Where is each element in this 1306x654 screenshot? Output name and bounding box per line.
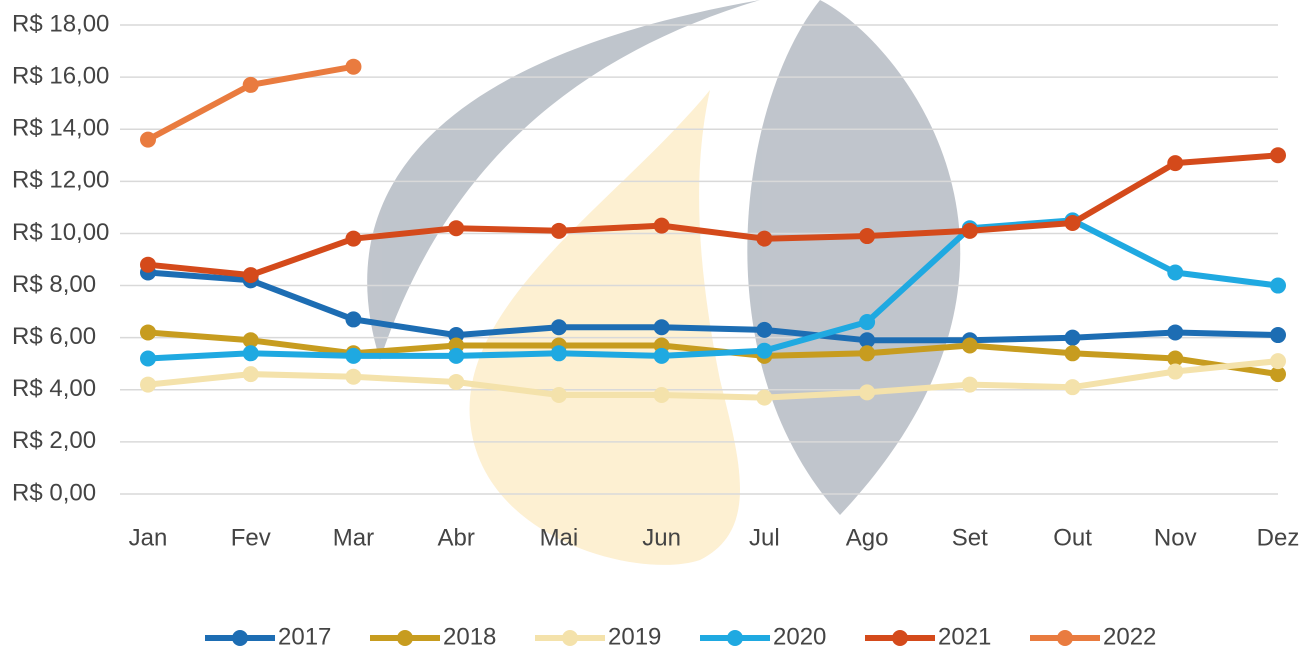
data-point — [961, 222, 978, 239]
legend-marker — [892, 630, 908, 646]
data-point — [242, 332, 259, 349]
y-tick-label: R$ 14,00 — [12, 115, 109, 142]
watermark — [367, 0, 961, 565]
series-line — [147, 358, 1279, 401]
x-tick-label: Jun — [642, 524, 681, 551]
x-tick-label: Mar — [333, 524, 374, 551]
data-point — [242, 267, 259, 284]
x-tick-label: Jul — [749, 524, 780, 551]
data-point — [140, 256, 156, 273]
data-point — [242, 366, 259, 383]
data-point — [550, 319, 567, 336]
data-point — [653, 386, 670, 403]
legend-marker — [397, 630, 413, 646]
data-point — [550, 222, 567, 239]
data-point — [345, 58, 362, 75]
x-tick-label: Out — [1053, 524, 1092, 551]
legend-label: 2021 — [938, 623, 991, 650]
data-point — [1064, 329, 1081, 346]
data-point — [242, 76, 259, 93]
data-point — [859, 332, 876, 349]
y-tick-label: R$ 16,00 — [12, 62, 109, 89]
data-point — [1064, 379, 1081, 396]
data-point — [756, 389, 773, 406]
data-point — [345, 368, 362, 385]
data-point — [1270, 327, 1286, 344]
y-tick-label: R$ 6,00 — [12, 323, 96, 350]
legend-marker — [727, 630, 743, 646]
x-tick-label: Nov — [1154, 524, 1197, 551]
data-point — [345, 311, 362, 328]
y-tick-label: R$ 4,00 — [12, 375, 96, 402]
data-point — [1270, 366, 1286, 383]
y-tick-label: R$ 8,00 — [12, 271, 96, 298]
x-tick-label: Fev — [231, 524, 271, 551]
y-tick-label: R$ 10,00 — [12, 219, 109, 246]
data-point — [653, 347, 670, 364]
x-tick-label: Jan — [129, 524, 168, 551]
legend-label: 2017 — [278, 623, 331, 650]
data-point — [1167, 155, 1184, 172]
plot: R$ 0,00 R$ 2,00 R$ 4,00 R$ 6,00 R$ 8,00 R$ 10… — [12, 10, 1299, 650]
data-point — [756, 230, 773, 247]
y-tick-label: R$ 2,00 — [12, 427, 96, 454]
data-point — [961, 337, 978, 354]
data-point — [1167, 363, 1184, 380]
x-tick-label: Set — [952, 524, 988, 551]
x-tick-label: Ago — [846, 524, 889, 551]
data-point — [550, 345, 567, 362]
data-point — [859, 384, 876, 401]
data-point — [653, 319, 670, 336]
legend-marker — [232, 630, 248, 646]
data-point — [448, 347, 465, 364]
legend-marker — [562, 630, 578, 646]
data-point — [756, 342, 773, 359]
y-tick-label: R$ 12,00 — [12, 167, 109, 194]
data-point — [345, 230, 362, 247]
data-point — [1064, 345, 1081, 362]
data-point — [756, 321, 773, 338]
data-point — [140, 324, 156, 341]
data-point — [140, 376, 156, 393]
data-point — [140, 131, 156, 148]
data-point — [859, 228, 876, 245]
legend-label: 2019 — [608, 623, 661, 650]
legend-label: 2020 — [773, 623, 826, 650]
data-point — [1270, 353, 1286, 370]
data-point — [1167, 324, 1184, 341]
data-point — [1167, 264, 1184, 281]
data-point — [1270, 147, 1286, 164]
data-point — [448, 220, 465, 237]
legend-marker — [1057, 630, 1073, 646]
legend-label: 2022 — [1103, 623, 1156, 650]
series-line — [147, 217, 1279, 362]
legend-label: 2018 — [443, 623, 496, 650]
data-point — [859, 345, 876, 362]
data-point — [961, 376, 978, 393]
data-point — [1167, 350, 1184, 367]
data-point — [1064, 215, 1081, 232]
series-line — [147, 269, 1279, 344]
data-point — [550, 386, 567, 403]
data-point — [653, 217, 670, 234]
series-line — [147, 152, 1279, 279]
data-point — [859, 314, 876, 331]
x-tick-label: Mai — [540, 524, 579, 551]
x-tick-label: Dez — [1257, 524, 1300, 551]
y-tick-label: R$ 18,00 — [12, 10, 109, 37]
data-point — [242, 345, 259, 362]
data-point — [345, 347, 362, 364]
data-point — [140, 350, 156, 367]
data-point — [1270, 277, 1286, 294]
x-tick-label: Abr — [438, 524, 475, 551]
data-point — [448, 373, 465, 390]
y-tick-label: R$ 0,00 — [12, 479, 96, 506]
